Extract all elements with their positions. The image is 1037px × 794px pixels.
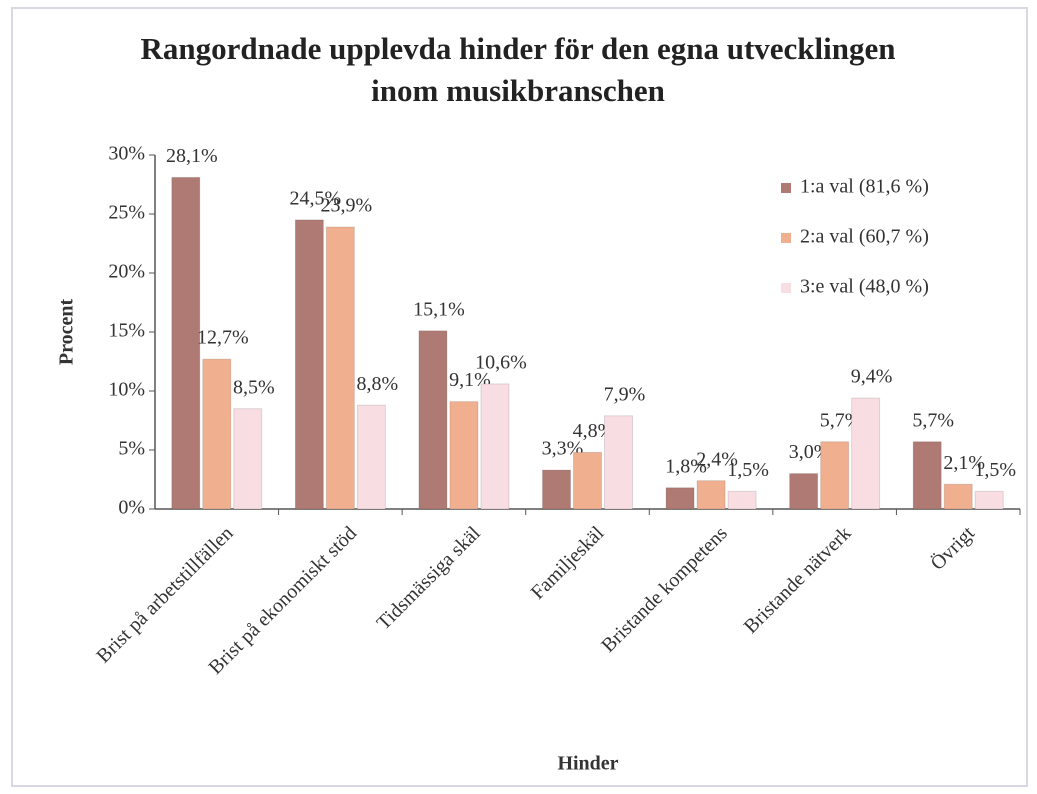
- value-label: 3,3%: [542, 438, 584, 460]
- value-label: 5,7%: [820, 409, 862, 431]
- y-tick-label: 15%: [108, 320, 145, 342]
- value-label: 8,5%: [233, 376, 275, 398]
- x-tick-label: Bristande kompetens: [597, 522, 732, 657]
- y-tick-label: 20%: [108, 261, 145, 283]
- chart-title: Rangordnade upplevda hinder för den egna…: [140, 31, 896, 108]
- value-label: 2,4%: [696, 448, 738, 470]
- chart-border: [11, 7, 1028, 787]
- bar: [171, 176, 201, 510]
- value-label: 9,1%: [449, 369, 491, 391]
- bar: [480, 383, 510, 510]
- bar: [202, 358, 232, 510]
- x-tick-label: Bristande nätverk: [740, 522, 856, 638]
- bar: [449, 401, 479, 510]
- value-label: 1,8%: [665, 455, 707, 477]
- value-label: 1,5%: [974, 459, 1016, 481]
- value-label: 8,8%: [357, 373, 399, 395]
- y-tick-label: 30%: [108, 143, 145, 165]
- y-tick-label: 0%: [118, 497, 145, 519]
- y-tick-label: 10%: [108, 379, 145, 401]
- x-tick-label: Familjeskäl: [527, 522, 609, 604]
- value-label: 9,4%: [851, 366, 893, 388]
- value-label: 1,5%: [727, 459, 769, 481]
- legend-swatch: [781, 233, 791, 243]
- bar: [294, 219, 324, 510]
- bar: [974, 490, 1004, 510]
- value-label: 23,9%: [321, 195, 373, 217]
- value-label: 12,7%: [197, 327, 249, 349]
- y-tick-label: 5%: [118, 438, 145, 460]
- bar: [356, 404, 386, 510]
- value-label: 4,8%: [573, 420, 615, 442]
- bar: [696, 480, 726, 510]
- bar: [573, 451, 602, 510]
- value-label: 28,1%: [166, 145, 218, 167]
- bar: [665, 487, 695, 510]
- value-label: 24,5%: [290, 187, 342, 209]
- value-label: 10,6%: [475, 352, 527, 374]
- value-label: 2,1%: [943, 452, 985, 474]
- bar: [233, 408, 263, 510]
- y-tick-label: 25%: [108, 202, 145, 224]
- bar: [325, 226, 355, 510]
- bar: [789, 473, 819, 510]
- value-label: 3,0%: [789, 441, 831, 463]
- x-axis-label: Hinder: [557, 753, 618, 775]
- bar: [542, 469, 571, 510]
- legend-label: 3:e val (48,0 %): [800, 276, 929, 298]
- value-label: 5,7%: [912, 409, 954, 431]
- value-label: 15,1%: [413, 298, 465, 320]
- bar: [943, 483, 973, 510]
- bar: [604, 415, 633, 510]
- legend-swatch: [781, 283, 791, 293]
- legend-label: 2:a val (60,7 %): [800, 226, 929, 248]
- bar: [820, 441, 850, 510]
- legend-label: 1:a val (81,6 %): [800, 176, 929, 198]
- value-label: 7,9%: [604, 383, 646, 405]
- x-tick-label: Tidsmässiga skäl: [373, 522, 485, 634]
- bar: [851, 397, 881, 510]
- bar: [912, 441, 942, 510]
- bar: [418, 330, 448, 510]
- x-tick-label: Brist på arbetstillfällen: [92, 522, 237, 667]
- x-tick-label: Övrigt: [926, 521, 979, 574]
- legend-swatch: [781, 183, 791, 193]
- y-axis-label: Procent: [56, 299, 78, 366]
- bar: [727, 490, 757, 510]
